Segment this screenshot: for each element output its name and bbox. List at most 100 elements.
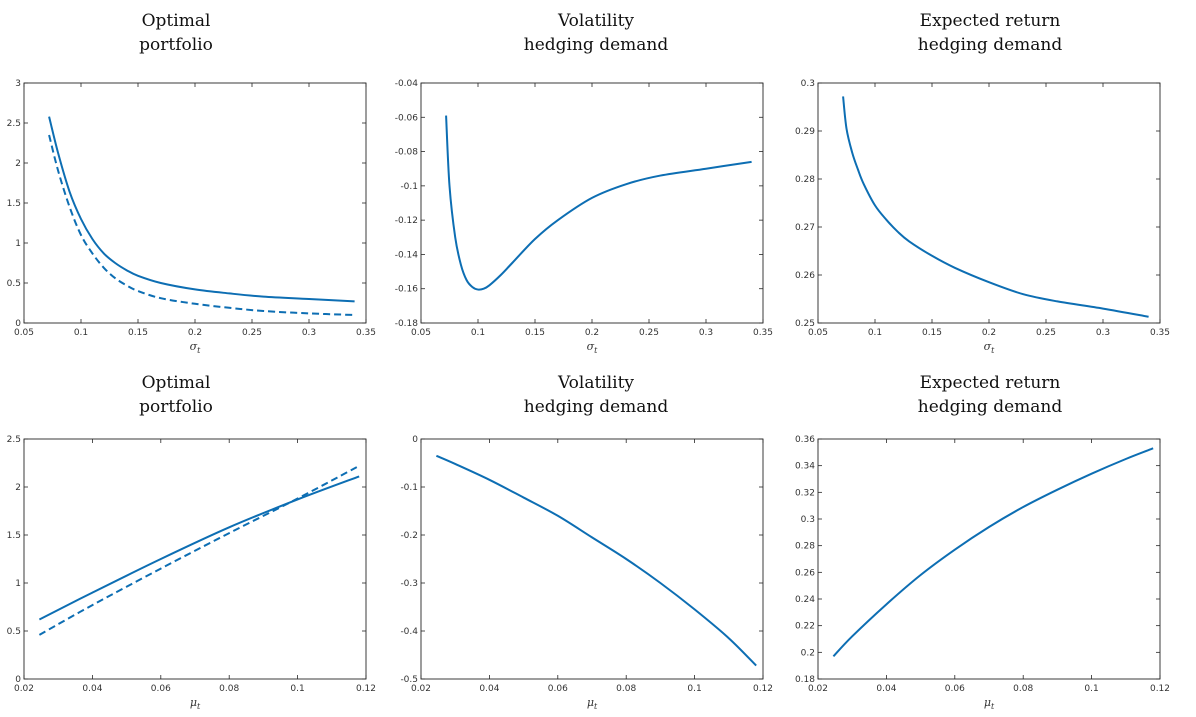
y-tick-label: 0.29 [795, 127, 815, 137]
chart-title-line: Volatility [557, 11, 634, 31]
axes-box [817, 438, 1161, 680]
x-tick-label: 0.15 [525, 328, 545, 338]
x-tick-label: 0.04 [82, 684, 102, 694]
y-tick-label: 0.28 [795, 175, 815, 185]
chart-panel-5: Volatility hedging demand 0.02 0.04 0.06 0.08… [400, 373, 773, 711]
x-axis-subscript: t [594, 702, 598, 711]
y-tick-label: 0 [15, 319, 21, 329]
chart-title-line: Optimal [142, 11, 211, 31]
y-tick-label: 2 [15, 483, 21, 493]
chart-panel-3: Expected return hedging demand 0.05 0.1 0.15… [795, 11, 1170, 355]
x-tick-label: 0.05 [808, 328, 828, 338]
y-tick-label: 1 [15, 579, 21, 589]
y-tick-label: 0 [412, 435, 418, 445]
y-tick-label: 0.3 [801, 79, 815, 89]
y-tick-label: 0.36 [795, 435, 815, 445]
y-tick-label: -0.14 [395, 250, 419, 260]
y-tick-label: 0.34 [795, 462, 815, 472]
x-axis-label: μt [587, 696, 598, 711]
x-tick-label: 0.05 [411, 328, 431, 338]
y-tick-label: -0.1 [400, 182, 418, 192]
axes-box [420, 438, 764, 680]
x-tick-label: 0.3 [302, 328, 316, 338]
x-axis-symbol: σ [190, 340, 198, 353]
x-tick-label: 0.1 [74, 328, 88, 338]
y-tick-label: 2.5 [7, 435, 21, 445]
series-line-solid [48, 116, 355, 303]
x-tick-label: 0.3 [1096, 328, 1110, 338]
x-axis-symbol: μ [587, 696, 594, 709]
axes-box [23, 438, 367, 680]
x-tick-label: 0.2 [585, 328, 599, 338]
chart-title-line: hedging demand [524, 397, 669, 417]
y-tick-label: -0.1 [400, 483, 418, 493]
y-tick-label: 0.27 [795, 223, 815, 233]
y-tick-label: -0.06 [395, 113, 419, 123]
x-tick-label: 0.35 [753, 328, 773, 338]
y-tick-label: 1.5 [7, 531, 21, 541]
y-tick-label: -0.3 [400, 579, 418, 589]
x-tick-label: 0.02 [411, 684, 431, 694]
x-axis-label: μt [190, 696, 201, 711]
x-axis-subscript: t [991, 702, 995, 711]
x-tick-label: 0.12 [1150, 684, 1170, 694]
y-tick-label: 0.3 [801, 515, 815, 525]
x-tick-label: 0.1 [471, 328, 485, 338]
x-tick-label: 0.15 [922, 328, 942, 338]
y-tick-label: -0.16 [395, 285, 419, 295]
y-tick-label: 1 [15, 239, 21, 249]
y-tick-label: -0.5 [400, 675, 418, 685]
chart-panel-6: Expected return hedging demand 0.02 0.04 0.0… [795, 373, 1170, 711]
y-tick-label: 0.26 [795, 568, 815, 578]
series-line-solid [832, 447, 1154, 658]
chart-panel-4: Optimal portfolio 0.02 0.04 0.06 0.08 0.1 0.12 0… [7, 373, 376, 711]
y-tick-label: 0.24 [795, 595, 815, 605]
y-tick-label: 2 [15, 159, 21, 169]
chart-title-line: hedging demand [918, 397, 1063, 417]
y-tick-label: 2.5 [7, 119, 21, 129]
x-axis-symbol: σ [587, 340, 595, 353]
x-tick-label: 0.12 [753, 684, 773, 694]
chart-title-line: hedging demand [918, 35, 1063, 55]
x-axis-symbol: σ [984, 340, 992, 353]
y-tick-label: 0.5 [7, 279, 21, 289]
x-tick-label: 0.25 [1036, 328, 1056, 338]
x-tick-label: 0.35 [1150, 328, 1170, 338]
y-tick-label: 0.22 [795, 622, 815, 632]
x-tick-label: 0.06 [151, 684, 171, 694]
y-tick-label: 1.5 [7, 199, 21, 209]
x-axis-subscript: t [594, 346, 598, 355]
x-tick-label: 0.1 [290, 684, 304, 694]
series-line-solid [445, 115, 752, 291]
y-tick-label: -0.18 [395, 319, 419, 329]
x-axis-label: σt [984, 340, 996, 355]
y-tick-label: 0.2 [801, 648, 815, 658]
chart-title-line: Optimal [142, 373, 211, 393]
series-line-dashed [48, 134, 355, 316]
y-tick-label: 0.26 [795, 271, 815, 281]
x-tick-label: 0.3 [699, 328, 713, 338]
x-tick-label: 0.25 [242, 328, 262, 338]
series-line-dashed [38, 464, 360, 636]
x-axis-subscript: t [197, 702, 201, 711]
x-tick-label: 0.02 [808, 684, 828, 694]
chart-title-line: Expected return [920, 11, 1061, 31]
x-tick-label: 0.06 [945, 684, 965, 694]
y-tick-label: -0.12 [395, 216, 418, 226]
x-tick-label: 0.04 [876, 684, 896, 694]
chart-title-line: portfolio [139, 397, 213, 417]
x-tick-label: 0.08 [1013, 684, 1033, 694]
x-tick-label: 0.2 [188, 328, 202, 338]
x-tick-label: 0.08 [219, 684, 239, 694]
chart-panel-1: Optimal portfolio 0.05 0.1 0.15 0.2 0.25 0.3 0.3… [7, 11, 376, 355]
y-tick-label: 3 [15, 79, 21, 89]
y-tick-label: -0.04 [395, 79, 419, 89]
chart-title-line: portfolio [139, 35, 213, 55]
x-tick-label: 0.1 [868, 328, 882, 338]
y-tick-label: 0.28 [795, 542, 815, 552]
x-axis-subscript: t [197, 346, 201, 355]
x-tick-label: 0.02 [14, 684, 34, 694]
x-tick-label: 0.05 [14, 328, 34, 338]
x-axis-subscript: t [991, 346, 995, 355]
